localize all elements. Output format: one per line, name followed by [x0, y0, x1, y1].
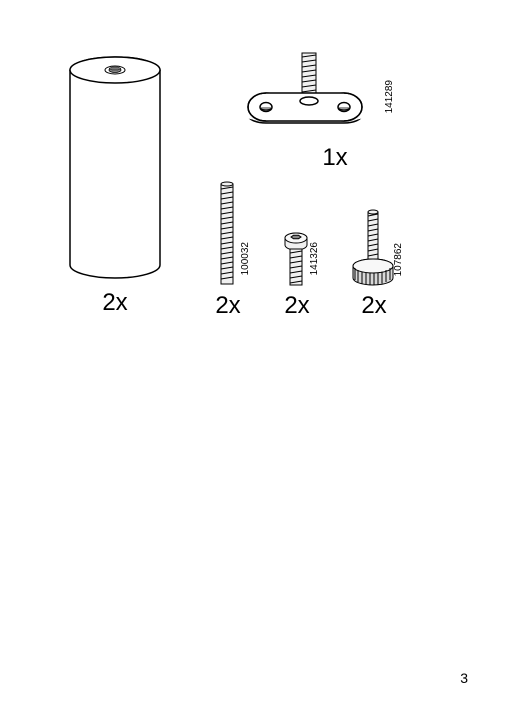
plate-number: 141289	[384, 80, 395, 113]
part-leg: 2x	[60, 55, 170, 317]
long-screw-number: 100032	[240, 242, 251, 275]
knurled-foot-qty: 2x	[350, 292, 398, 320]
leg-qty: 2x	[60, 289, 170, 317]
part-knurled-foot: 107862 2x	[350, 208, 398, 320]
plate-icon	[240, 45, 390, 140]
leg-icon	[60, 55, 170, 285]
short-hex-icon	[282, 232, 312, 290]
knurled-foot-number: 107862	[393, 243, 404, 276]
short-hex-qty: 2x	[282, 292, 312, 320]
part-plate: 141289 1x	[240, 45, 390, 172]
short-hex-number: 141326	[309, 242, 320, 275]
page-number: 3	[460, 670, 468, 686]
long-screw-icon	[213, 180, 243, 290]
long-screw-qty: 2x	[213, 292, 243, 320]
part-long-screw: 100032 2x	[213, 180, 243, 320]
assembly-parts-page: 2x	[0, 0, 506, 714]
plate-qty: 1x	[280, 144, 390, 172]
knurled-foot-icon	[350, 208, 398, 290]
part-short-hex: 141326 2x	[282, 232, 312, 320]
